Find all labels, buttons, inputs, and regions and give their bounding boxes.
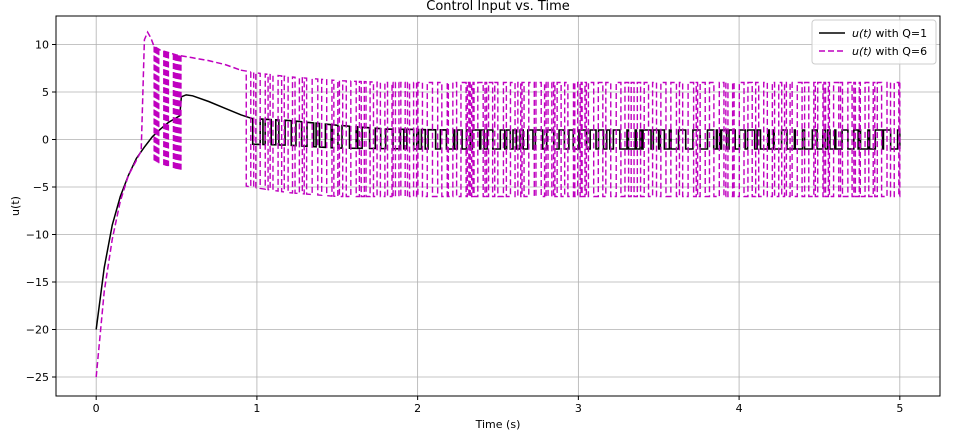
- series-1-line: [95, 94, 253, 330]
- y-tick-label: −15: [26, 276, 49, 289]
- y-tick-label: 0: [42, 134, 49, 147]
- y-tick-label: 5: [42, 86, 49, 99]
- chart-title: Control Input vs. Time: [426, 0, 569, 14]
- y-tick-label: −20: [26, 324, 49, 337]
- x-axis-label: Time (s): [475, 418, 521, 431]
- series-2-burst: [153, 46, 160, 164]
- x-tick-label: 4: [736, 402, 743, 415]
- y-tick-label: −25: [26, 371, 49, 384]
- legend-label-suffix: with Q=6: [872, 45, 927, 58]
- grid-lines: [56, 16, 940, 396]
- series-2-burst: [163, 51, 170, 167]
- legend-label-math: u(t): [852, 45, 872, 58]
- y-tick-label: −5: [33, 181, 49, 194]
- plot-frame: [55, 15, 941, 397]
- legend-label-suffix: with Q=1: [872, 27, 927, 40]
- legend-label-math: u(t): [852, 27, 872, 40]
- y-tick-label: −10: [26, 229, 49, 242]
- y-axis-label: u(t): [9, 196, 22, 216]
- x-tick-label: 3: [575, 402, 582, 415]
- legend: u(t) with Q=1u(t) with Q=6: [811, 19, 937, 65]
- series-2-switching: [240, 69, 901, 198]
- series-2-burst: [172, 54, 182, 171]
- x-tick-label: 0: [93, 402, 100, 415]
- axis-ticks: 0 1 2 3 4 5 10 5 0 −5 −10 −15 −20 −25: [26, 39, 904, 416]
- legend-label: u(t) with Q=6: [852, 45, 927, 58]
- legend-label: u(t) with Q=1: [852, 27, 927, 40]
- y-tick-label: 10: [35, 39, 49, 52]
- series-2-line: [95, 30, 242, 378]
- x-tick-label: 1: [253, 402, 260, 415]
- plot-series: [95, 30, 901, 378]
- x-tick-label: 2: [414, 402, 421, 415]
- x-tick-label: 5: [896, 402, 903, 415]
- legend-box: [811, 19, 937, 65]
